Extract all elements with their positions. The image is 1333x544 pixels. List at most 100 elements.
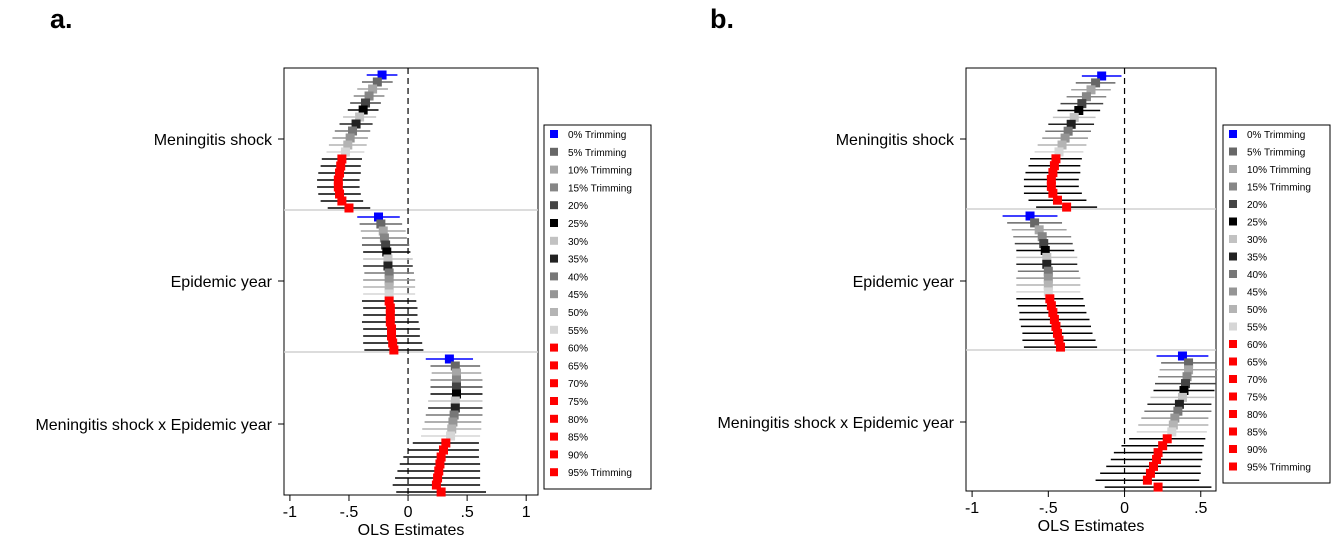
- legend-label: 70%: [568, 379, 588, 390]
- legend-swatch: [1229, 252, 1237, 261]
- estimate-marker: [1025, 211, 1035, 221]
- chart-panels: -1 -.5 0 .5 1 OLS Estimates Meningitis shock Ep…: [35, 67, 1331, 539]
- plot-frame: [283, 67, 539, 496]
- legend-swatch: [550, 308, 558, 316]
- legend-swatch: [550, 236, 558, 245]
- estimate-marker: [1158, 441, 1168, 451]
- x-tick-label: -.5: [1039, 500, 1058, 517]
- estimate-marker: [336, 161, 346, 171]
- estimate-marker: [1048, 168, 1058, 178]
- series-1: [357, 212, 424, 355]
- legend-swatch: [1229, 392, 1237, 401]
- series-1: [1002, 211, 1098, 352]
- estimate-marker: [1049, 161, 1059, 171]
- estimate-marker: [1086, 85, 1096, 95]
- estimate-marker: [446, 431, 456, 441]
- estimate-marker: [1046, 181, 1056, 191]
- plot-frame: [965, 67, 1217, 492]
- series-2: [1095, 351, 1218, 492]
- estimate-marker: [384, 275, 394, 285]
- estimate-marker: [436, 452, 446, 462]
- legend-swatch: [1229, 270, 1237, 278]
- estimate-marker: [1063, 126, 1073, 136]
- legend-label: 85%: [1247, 428, 1267, 439]
- category-label: Meningitis shock x Epidemic year: [717, 415, 954, 432]
- category-label: Epidemic year: [171, 274, 273, 291]
- estimate-marker: [351, 119, 361, 129]
- estimate-marker: [449, 410, 459, 420]
- estimate-marker: [438, 445, 448, 455]
- estimate-marker: [1168, 420, 1178, 430]
- estimate-marker: [385, 317, 395, 327]
- legend-label: 95% Trimming: [568, 468, 632, 479]
- legend-label: 35%: [1247, 253, 1267, 264]
- legend-label: 0% Trimming: [1247, 130, 1305, 141]
- estimate-marker: [1054, 335, 1064, 345]
- legend-swatch: [550, 379, 558, 388]
- estimate-marker: [358, 105, 368, 115]
- x-tick-label: -1: [283, 504, 297, 521]
- estimate-marker: [374, 212, 384, 222]
- estimate-marker: [1048, 308, 1058, 318]
- estimate-marker: [1056, 342, 1066, 352]
- estimate-marker: [1043, 280, 1053, 290]
- estimate-marker: [384, 282, 394, 292]
- legend-swatch: [550, 272, 558, 281]
- category-label: Meningitis shock: [836, 132, 955, 149]
- estimate-marker: [384, 296, 394, 306]
- x-tick-label: 0: [1120, 500, 1129, 517]
- legend-label: 30%: [1247, 235, 1267, 246]
- estimate-marker: [384, 289, 394, 299]
- panel-label-a: a.: [50, 4, 73, 34]
- estimate-marker: [450, 361, 460, 371]
- legend-label: 15% Trimming: [1247, 183, 1311, 194]
- estimate-marker: [333, 175, 343, 185]
- legend-swatch: [550, 290, 558, 299]
- estimate-marker: [1043, 273, 1053, 283]
- estimate-marker: [1066, 119, 1076, 129]
- estimate-marker: [388, 338, 398, 348]
- estimate-marker: [1091, 78, 1101, 88]
- estimate-marker: [450, 396, 460, 406]
- estimate-marker: [1179, 386, 1189, 395]
- legend-label: 60%: [568, 344, 588, 355]
- legend-label: 90%: [1247, 445, 1267, 456]
- estimate-marker: [451, 389, 461, 399]
- estimate-marker: [1051, 154, 1061, 164]
- legend-label: 85%: [568, 433, 588, 444]
- series-2: [392, 354, 487, 497]
- estimate-marker: [340, 147, 350, 157]
- estimate-marker: [1174, 399, 1184, 409]
- legend-box: [543, 124, 652, 490]
- legend-swatch: [1229, 235, 1237, 243]
- legend: 0% Trimming 5% Trimming 10% Trimming 15% Tr…: [543, 124, 652, 490]
- estimate-marker: [333, 182, 343, 192]
- legend-label: 75%: [568, 397, 588, 408]
- estimate-marker: [1081, 92, 1091, 102]
- estimate-marker: [1054, 147, 1064, 157]
- estimate-marker: [1069, 112, 1079, 122]
- x-tick-label: .5: [1194, 500, 1207, 517]
- legend-label: 35%: [568, 255, 588, 266]
- chart-panel-1: -1 -.5 0 .5 OLS Estimates Meningitis shock Epi…: [717, 67, 1331, 535]
- category-label: Meningitis shock: [154, 132, 273, 149]
- estimate-marker: [1153, 448, 1163, 458]
- x-tick-label: 0: [404, 504, 413, 521]
- estimate-marker: [1042, 252, 1052, 262]
- estimate-marker: [1182, 372, 1192, 382]
- chart-panel-0: -1 -.5 0 .5 1 OLS Estimates Meningitis shock Ep…: [35, 67, 652, 539]
- legend-swatch: [550, 183, 558, 192]
- estimate-marker: [343, 140, 353, 150]
- estimate-marker: [383, 261, 393, 271]
- legend-label: 80%: [1247, 410, 1267, 421]
- legend-swatch: [550, 165, 558, 174]
- estimate-marker: [379, 233, 389, 243]
- legend-label: 95% Trimming: [1247, 463, 1311, 474]
- legend-label: 10% Trimming: [568, 166, 632, 177]
- legend-swatch: [550, 450, 558, 459]
- estimate-marker: [433, 473, 443, 483]
- x-axis-label: OLS Estimates: [1038, 518, 1145, 535]
- legend-swatch: [1229, 182, 1237, 191]
- x-tick-label: .5: [460, 504, 473, 521]
